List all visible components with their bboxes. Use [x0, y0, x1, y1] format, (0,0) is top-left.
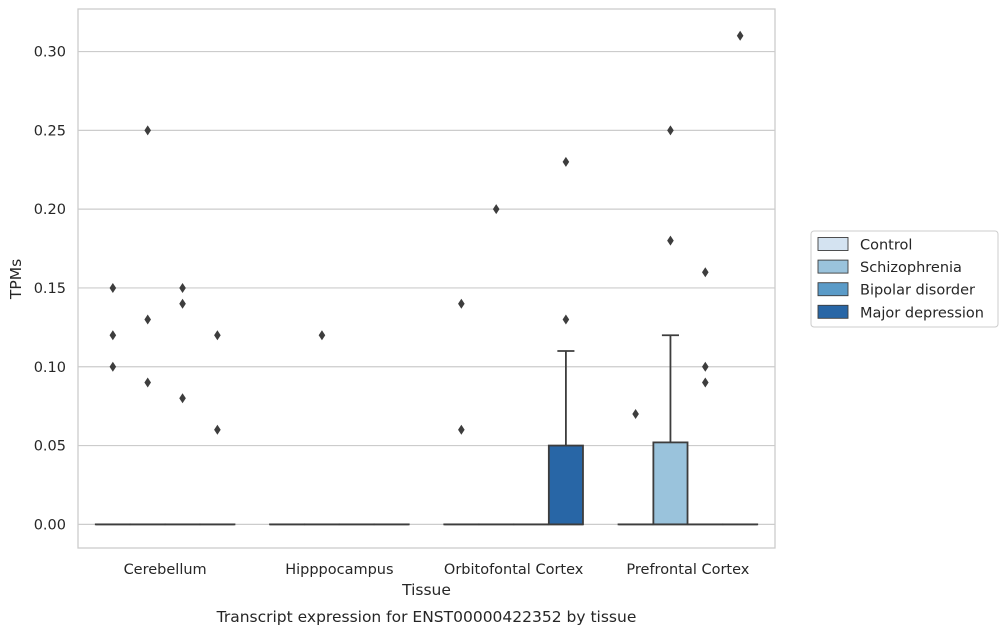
outlier-point [562, 314, 570, 325]
grid-lines [78, 50, 775, 525]
outlier-point [179, 282, 186, 293]
outlier-point [214, 330, 221, 341]
outlier-point [458, 298, 465, 309]
x-tick-label: Orbitofontal Cortex [444, 562, 584, 578]
box [443, 298, 480, 526]
outlier-point [736, 30, 744, 41]
chart-caption: Transcript expression for ENST0000042235… [216, 608, 637, 626]
outlier-point [492, 204, 500, 215]
plot-frame [77, 8, 776, 549]
legend-swatch [817, 259, 849, 274]
y-tick-label: 0.15 [34, 281, 66, 297]
legend: Control Schizophrenia Bipolar disorder Majo… [810, 230, 999, 328]
outlier-point [702, 361, 709, 372]
box [164, 282, 201, 526]
y-tick-label: 0.00 [34, 517, 66, 533]
outlier-point [318, 330, 326, 341]
box-body [547, 444, 584, 526]
series-schizophrenia [129, 125, 689, 526]
box [652, 125, 689, 526]
outlier-point [109, 361, 117, 372]
y-axis-ticks: 0.00 0.05 0.10 0.15 0.20 0.25 0.30 [34, 45, 66, 534]
legend-entry: Control [860, 238, 912, 254]
x-tick-label: Prefrontal Cortex [626, 562, 749, 578]
outlier-point [702, 267, 709, 278]
y-tick-label: 0.10 [34, 360, 66, 376]
y-tick-label: 0.25 [34, 123, 66, 139]
outlier-point [458, 424, 465, 435]
box [303, 330, 340, 526]
outlier-point [179, 298, 186, 309]
outlier-point [562, 156, 570, 167]
outlier-point [632, 409, 639, 420]
box-body [652, 441, 689, 526]
box [129, 125, 166, 526]
legend-entry: Bipolar disorder [860, 283, 975, 299]
outlier-point [667, 235, 674, 246]
outlier-point [214, 424, 221, 435]
legend-entry: Major depression [860, 305, 984, 321]
outlier-point [667, 125, 674, 136]
box [547, 156, 584, 526]
outlier-point [144, 377, 151, 388]
legend-swatch [817, 237, 849, 251]
y-axis-label: TPMs [7, 259, 25, 300]
y-tick-label: 0.30 [34, 45, 66, 61]
box [199, 330, 236, 526]
box [94, 282, 131, 526]
outlier-point [702, 377, 709, 388]
legend-swatch [817, 282, 849, 297]
x-axis-ticks: Cerebellum Hipppocampus Orbitofontal Corte… [124, 562, 750, 578]
outlier-point [179, 393, 186, 404]
x-axis-label: Tissue [401, 581, 451, 599]
box [478, 204, 515, 526]
x-tick-label: Cerebellum [124, 562, 207, 578]
outlier-point [144, 125, 151, 136]
outlier-point [109, 282, 117, 293]
box [722, 30, 759, 526]
outlier-point [144, 314, 151, 325]
legend-entry: Schizophrenia [860, 260, 962, 276]
y-tick-label: 0.05 [34, 439, 66, 455]
outlier-point [109, 330, 117, 341]
series-major-depression [199, 30, 759, 526]
y-tick-label: 0.20 [34, 202, 66, 218]
box [617, 409, 654, 526]
x-tick-label: Hipppocampus [285, 562, 393, 578]
legend-frame [810, 230, 999, 328]
box-plot-series [94, 30, 759, 526]
legend-swatch [817, 304, 849, 319]
box [687, 267, 724, 526]
series-bipolar-disorder [164, 267, 724, 526]
